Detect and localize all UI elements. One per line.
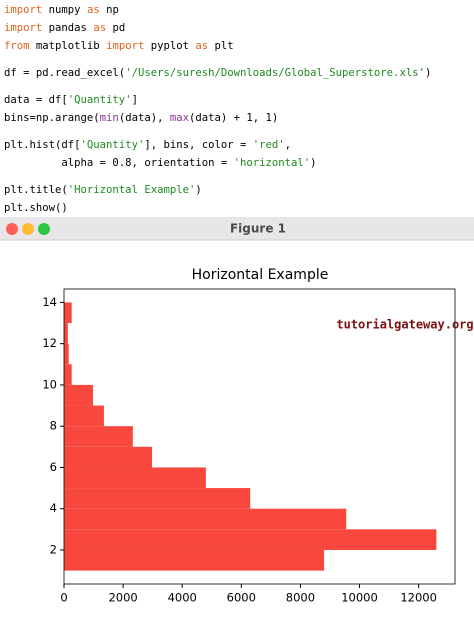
y-tick-label: 12 (42, 336, 57, 350)
bar (64, 549, 325, 571)
code-token: pd (106, 22, 125, 34)
code-token: (data), (119, 112, 170, 124)
code-line: alpha = 0.8, orientation = 'horizontal') (4, 157, 317, 169)
bar (64, 364, 72, 385)
code-token: import (4, 22, 42, 34)
code-token: ) (425, 67, 431, 79)
code-token: plt.title( (4, 184, 68, 196)
axes-frame (63, 288, 456, 585)
bar (64, 488, 251, 509)
code-token: as (93, 22, 106, 34)
bar (64, 405, 104, 427)
code-token: ], bins, color = (144, 139, 252, 151)
code-token: (data) + 1, 1) (189, 112, 278, 124)
code-token: matplotlib (30, 40, 107, 52)
code-line: plt.hist(df['Quantity'], bins, color = '… (4, 139, 291, 151)
bar (64, 426, 133, 447)
code-line: import numpy as np (4, 4, 119, 16)
bar (64, 529, 437, 550)
x-tick-label: 12000 (400, 591, 437, 605)
code-token: 'Quantity' (81, 139, 145, 151)
title-bar (0, 217, 474, 240)
code-token: min (100, 112, 119, 124)
code-token: pyplot (144, 40, 195, 52)
y-tick-label: 4 (50, 501, 57, 515)
code-line: data = df['Quantity'] (4, 94, 138, 106)
code-token: np (100, 4, 119, 16)
code-token: max (170, 112, 189, 124)
code-token: '/Users/suresh/Downloads/Global_Supersto… (125, 67, 425, 79)
code-token: plt.hist(df[ (4, 139, 81, 151)
code-token: bins=np.arange( (4, 112, 100, 124)
x-tick-label: 10000 (341, 591, 378, 605)
code-token: numpy (42, 4, 87, 16)
annotation: tutorialgateway.org (336, 318, 473, 332)
code-token: 'Quantity' (68, 94, 132, 106)
code-token: ) (310, 157, 316, 169)
code-token: ] (132, 94, 138, 106)
code-token: 'horizontal' (234, 157, 311, 169)
code-token: import (106, 40, 144, 52)
bar (64, 343, 69, 365)
y-tick-label: 8 (50, 419, 57, 433)
x-tick-label: 8000 (286, 591, 315, 605)
window-title: Figure 1 (230, 222, 286, 236)
code-area (0, 0, 474, 217)
code-line: import pandas as pd (4, 22, 125, 34)
code-token: import (4, 4, 42, 16)
chart-title: Horizontal Example (192, 267, 329, 283)
code-token: 'red' (253, 139, 285, 151)
x-tick-label: 2000 (108, 591, 137, 605)
code-line: from matplotlib import pyplot as plt (4, 40, 234, 52)
code-token: alpha = 0.8, orientation = (4, 157, 234, 169)
bar (64, 302, 72, 324)
code-line: plt.title('Horizontal Example') (4, 184, 202, 196)
code-token: ) (195, 184, 201, 196)
code-token: , (285, 139, 291, 151)
y-tick-label: 2 (50, 542, 57, 556)
code-token: as (87, 4, 100, 16)
y-tick-label: 6 (50, 460, 57, 474)
code-token: plt (208, 40, 234, 52)
code-token: as (195, 40, 208, 52)
code-line: df = pd.read_excel('/Users/suresh/Downlo… (4, 67, 431, 79)
bar (64, 323, 68, 344)
code-token: data = df[ (4, 94, 68, 106)
minimize-button[interactable] (22, 223, 34, 235)
zoom-button[interactable] (38, 223, 50, 235)
plot: 0 2000 4000 6000 8000 10000 12000 2 4 6 8 10 12 14 (42, 288, 456, 605)
y-tick-label: 10 (42, 377, 57, 391)
code-line: plt.show() (4, 202, 68, 214)
y-tick-label: 14 (42, 295, 57, 309)
bar (64, 467, 206, 489)
bar (64, 446, 153, 468)
x-tick-label: 4000 (168, 591, 197, 605)
code-line: bins=np.arange(min(data), max(data) + 1,… (4, 112, 278, 124)
code-token: from (4, 40, 30, 52)
code-token: plt.show() (4, 202, 68, 214)
x-tick-label: 0 (60, 591, 67, 605)
code-token: df = pd.read_excel( (4, 67, 125, 79)
close-button[interactable] (6, 223, 18, 235)
code-token: 'Horizontal Example' (68, 184, 196, 196)
bar (64, 508, 347, 530)
x-tick-label: 6000 (227, 591, 256, 605)
bar (64, 384, 93, 406)
code-token: pandas (42, 22, 93, 34)
